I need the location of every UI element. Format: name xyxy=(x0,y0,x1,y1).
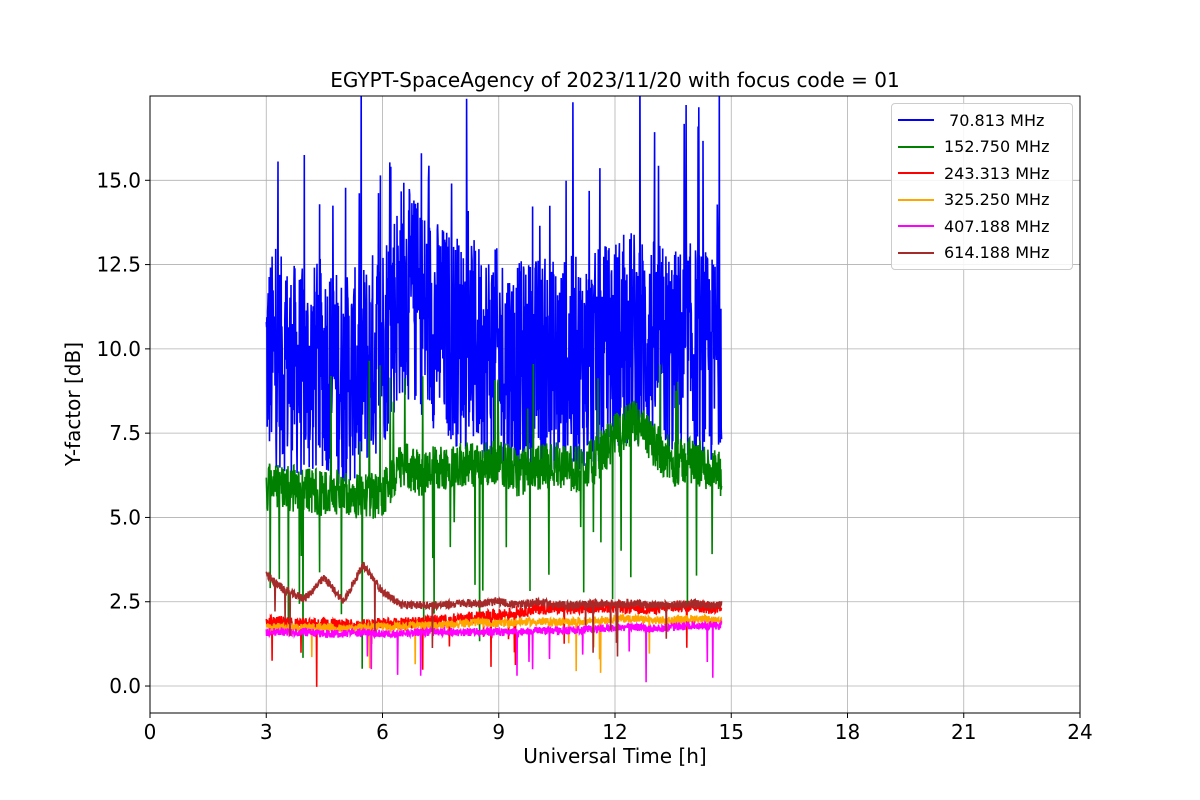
series-line xyxy=(265,96,723,486)
y-axis-ticks: 0.0 2.5 5.0 7.5 10.0 12.5 15.0 xyxy=(96,168,150,698)
y-tick-label: 0.0 xyxy=(109,674,141,698)
y-tick-label: 10.0 xyxy=(96,337,141,361)
legend-item: 243.313 MHz xyxy=(892,160,1072,187)
x-tick-label: 9 xyxy=(492,720,505,744)
legend-swatch xyxy=(898,225,934,228)
legend-swatch xyxy=(898,251,934,254)
y-tick-label: 5.0 xyxy=(109,505,141,529)
legend-item: 152.750 MHz xyxy=(892,134,1072,161)
series-line xyxy=(265,612,723,673)
x-axis-label: Universal Time [h] xyxy=(523,744,706,768)
legend-item: 70.813 MHz xyxy=(892,107,1072,134)
y-axis-label: Y-factor [dB] xyxy=(61,342,85,467)
x-tick-label: 24 xyxy=(1067,720,1092,744)
legend-label: 243.313 MHz xyxy=(944,163,1050,183)
x-tick-label: 18 xyxy=(835,720,860,744)
legend-item: 614.188 MHz xyxy=(892,240,1072,267)
x-tick-label: 6 xyxy=(376,720,389,744)
x-tick-label: 0 xyxy=(144,720,157,744)
legend-label: 152.750 MHz xyxy=(944,137,1050,157)
series-line xyxy=(265,598,723,687)
legend-label: 614.188 MHz xyxy=(944,243,1050,263)
x-axis-ticks: 0 3 6 9 12 15 18 21 24 xyxy=(144,713,1093,744)
x-tick-label: 21 xyxy=(951,720,976,744)
y-tick-label: 7.5 xyxy=(109,421,141,445)
y-tick-label: 2.5 xyxy=(109,590,141,614)
legend-label: 325.250 MHz xyxy=(944,190,1050,210)
legend-swatch xyxy=(898,198,934,201)
legend-item: 407.188 MHz xyxy=(892,213,1072,240)
legend-swatch xyxy=(898,145,934,148)
legend-swatch xyxy=(898,172,934,175)
series-line xyxy=(265,619,723,683)
series-line xyxy=(265,360,723,669)
x-tick-label: 12 xyxy=(602,720,627,744)
legend-item: 325.250 MHz xyxy=(892,187,1072,214)
series-lines xyxy=(265,96,723,687)
legend-swatch xyxy=(898,119,934,122)
series-line xyxy=(265,561,723,657)
y-tick-label: 15.0 xyxy=(96,168,141,192)
x-tick-label: 15 xyxy=(719,720,744,744)
x-tick-label: 3 xyxy=(260,720,273,744)
legend-label: 407.188 MHz xyxy=(944,216,1050,236)
chart-legend: 70.813 MHz 152.750 MHz 243.313 MHz 325.250 … xyxy=(891,103,1073,270)
chart-title: EGYPT-SpaceAgency of 2023/11/20 with foc… xyxy=(330,68,899,92)
y-tick-label: 12.5 xyxy=(96,253,141,277)
legend-label: 70.813 MHz xyxy=(944,110,1045,130)
